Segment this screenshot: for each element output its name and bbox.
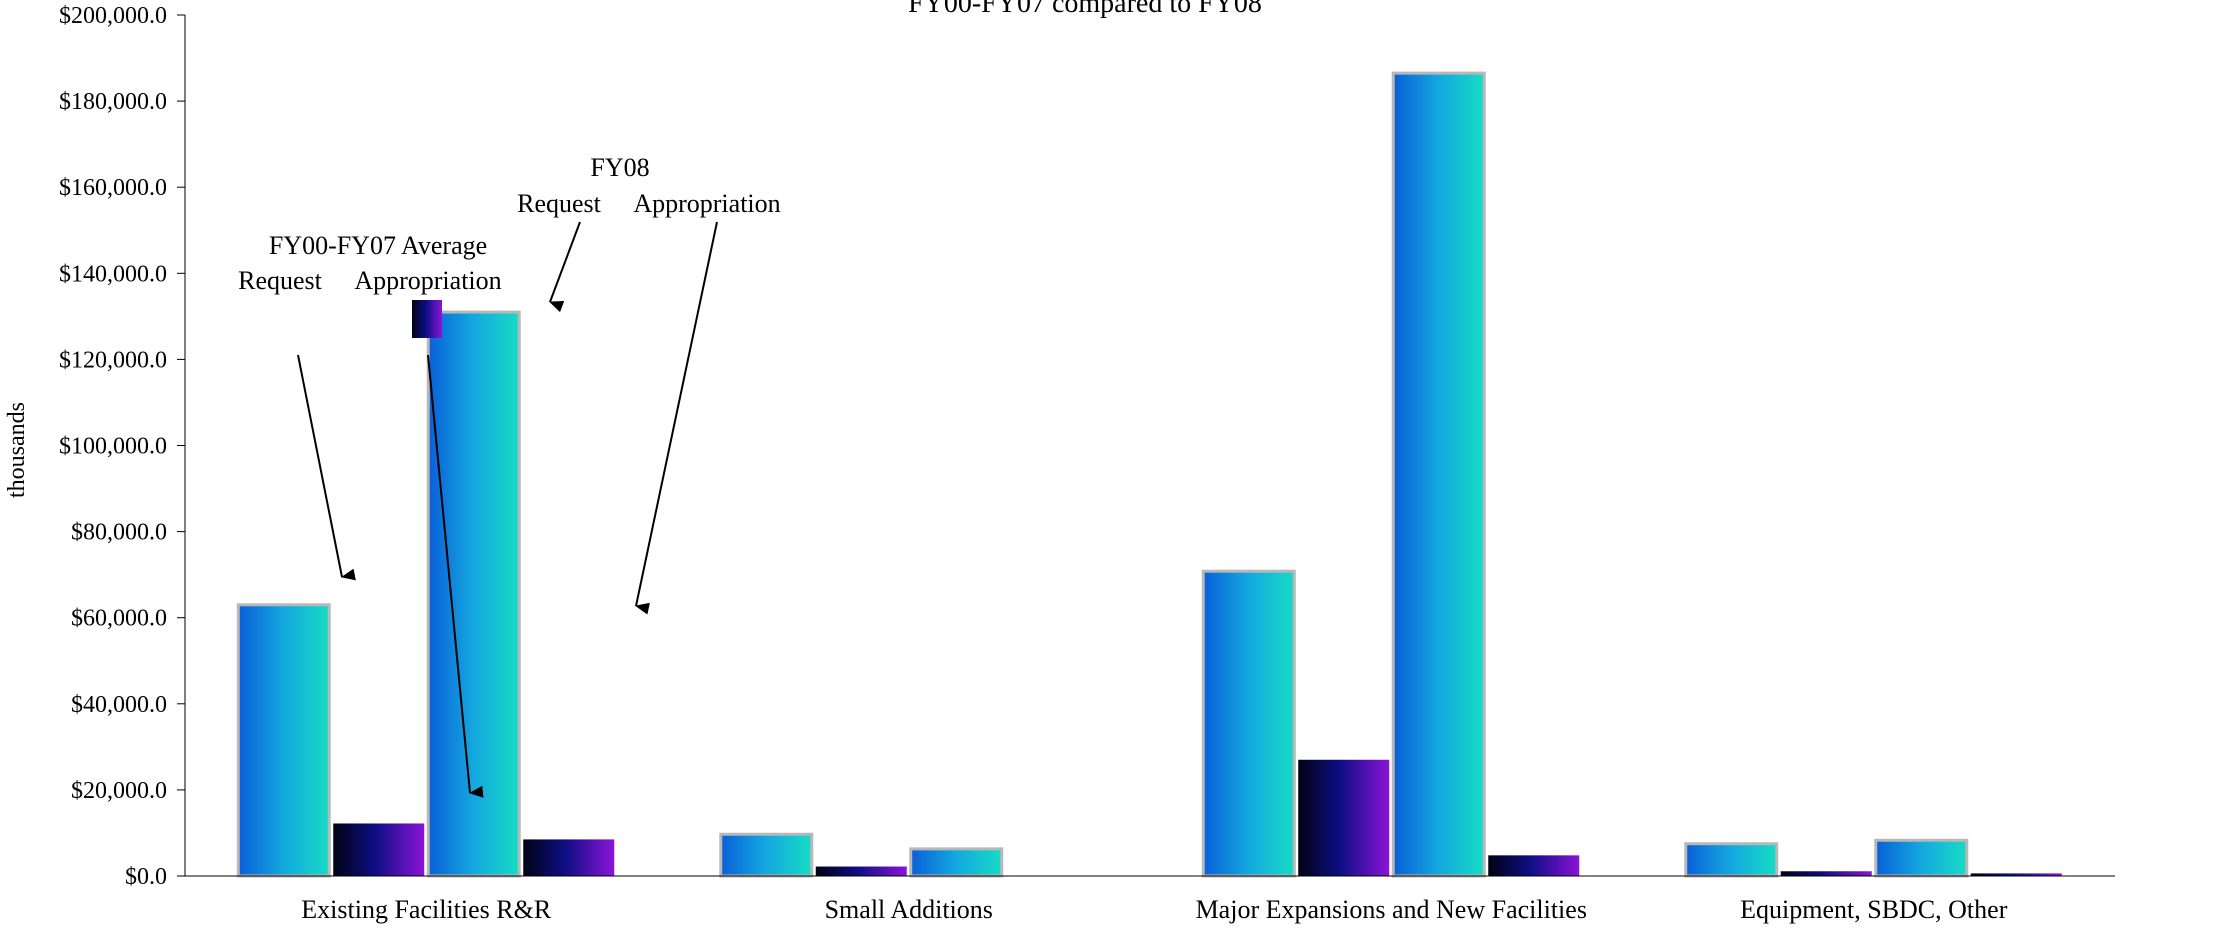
y-tick-label: $140,000.0 xyxy=(59,261,167,287)
bar-4-1 xyxy=(523,839,615,876)
bar-3-2 xyxy=(909,847,1004,878)
y-tick-label: $120,000.0 xyxy=(59,347,167,373)
annotation-swatch xyxy=(412,300,442,338)
bar-1-2 xyxy=(719,832,814,878)
bar-3-3 xyxy=(1391,71,1486,878)
y-tick-label: $60,000.0 xyxy=(71,606,167,632)
x-tick-label: Major Expansions and New Facilities xyxy=(1196,895,1587,924)
arrow-fy08-appropriation xyxy=(635,221,718,615)
annotation-avg-appropriation: Appropriation xyxy=(354,266,501,295)
bar-4-4 xyxy=(1970,873,2062,876)
bar-3-1 xyxy=(426,310,521,878)
annotation-avg-title: FY00-FY07 Average xyxy=(269,231,487,260)
x-axis: Existing Facilities R&R Small Additions Ma… xyxy=(301,895,2007,924)
arrow-fy08-request xyxy=(549,221,581,313)
y-tick-label: $200,000.0 xyxy=(59,3,167,29)
bar-1-4 xyxy=(1684,842,1779,878)
y-tick-label: $0.0 xyxy=(125,864,167,890)
bar-4-3 xyxy=(1488,855,1580,876)
x-tick-label: Small Additions xyxy=(825,895,993,924)
x-tick-label: Equipment, SBDC, Other xyxy=(1740,895,2008,924)
bar-2-3 xyxy=(1298,759,1390,876)
y-tick-label: $100,000.0 xyxy=(59,434,167,460)
y-tick-label: $160,000.0 xyxy=(59,175,167,201)
y-tick-label: $40,000.0 xyxy=(71,692,167,718)
annotation-fy08-appropriation: Appropriation xyxy=(633,189,780,218)
chart-title: FY00-FY07 compared to FY08 xyxy=(908,0,1262,19)
bar-2-2 xyxy=(815,866,907,876)
arrow-avg-request xyxy=(297,354,356,581)
bar-3-4 xyxy=(1874,838,1969,878)
y-tick-label: $180,000.0 xyxy=(59,89,167,115)
plot-area xyxy=(236,71,2062,878)
arrow-avg-appropriation xyxy=(427,354,484,798)
y-axis-label: thousands xyxy=(4,402,30,498)
y-axis: $0.0 $20,000.0 $40,000.0 $60,000.0 $80,000.0… xyxy=(59,3,185,890)
bar-1-1 xyxy=(236,603,331,878)
y-tick-label: $80,000.0 xyxy=(71,520,167,546)
bar-2-4 xyxy=(1780,871,1872,876)
x-tick-label: Existing Facilities R&R xyxy=(301,895,552,924)
bar-2-1 xyxy=(333,823,425,876)
annotation-fy08-request: Request xyxy=(517,189,602,218)
annotation-group: FY00-FY07 Average Request Appropriation … xyxy=(238,153,781,798)
annotation-fy08-title: FY08 xyxy=(590,153,649,182)
annotation-avg-request: Request xyxy=(238,266,323,295)
y-tick-label: $20,000.0 xyxy=(71,778,167,804)
bar-1-3 xyxy=(1201,569,1296,878)
